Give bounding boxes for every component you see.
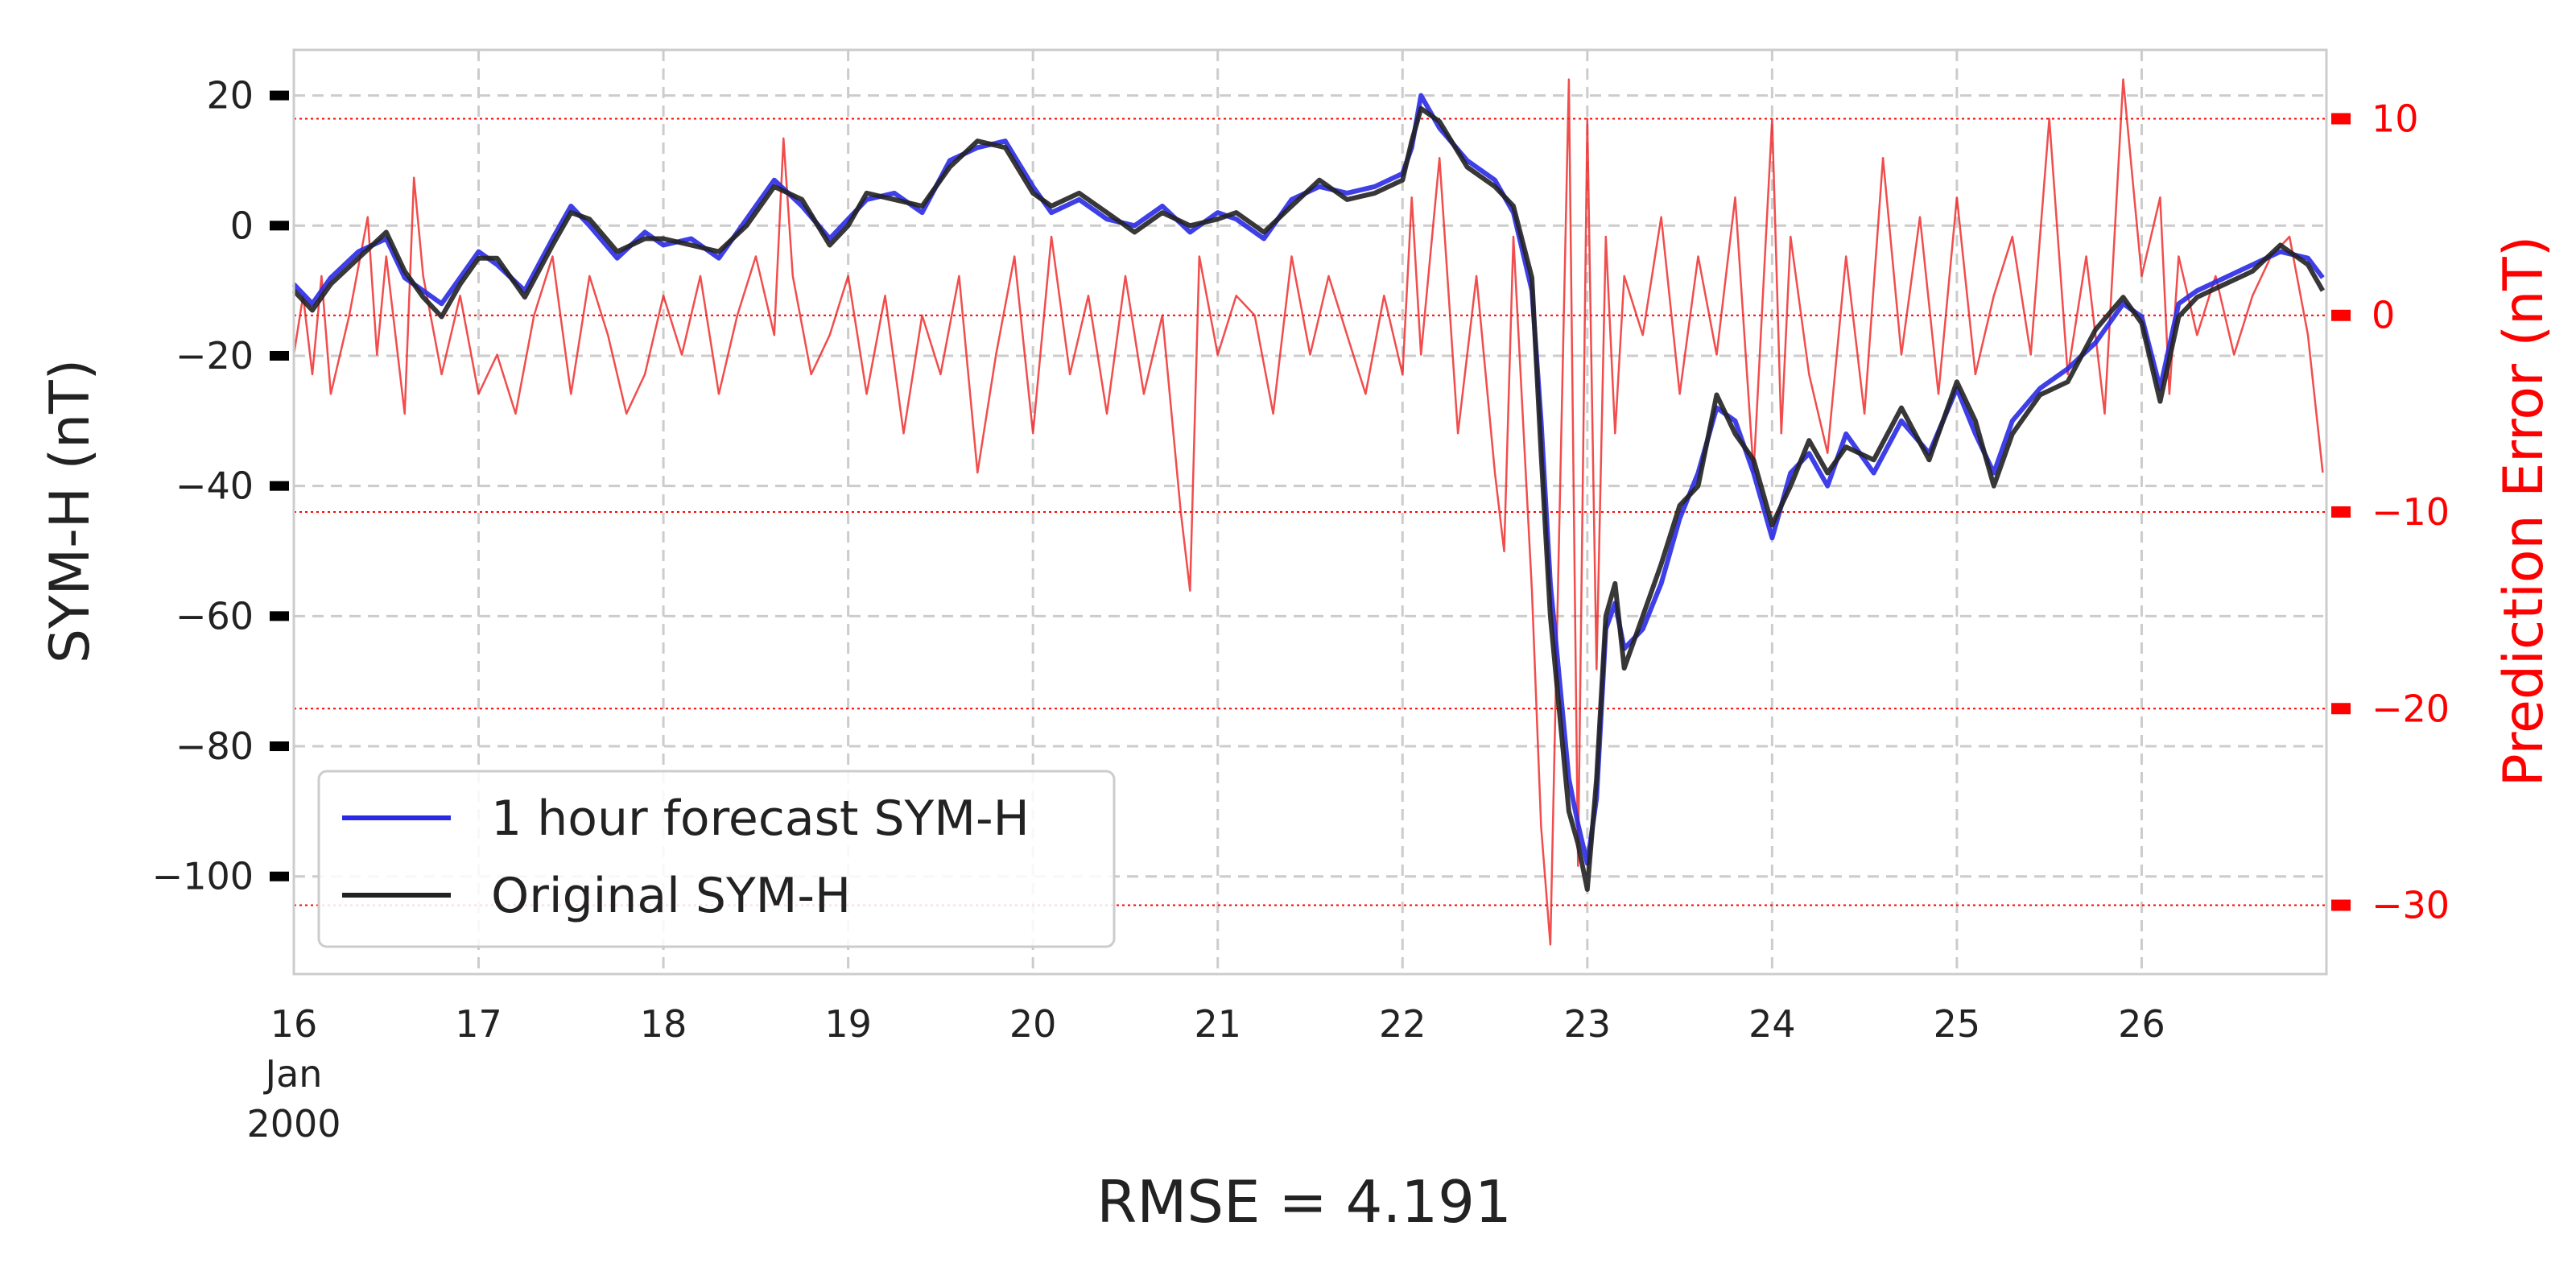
y-left-tick-mark: [270, 350, 289, 361]
legend-label-original: Original SYM-H: [491, 868, 851, 924]
y-left-tick-mark: [270, 871, 289, 881]
y-left-tick-mark: [270, 611, 289, 621]
x-tick-label: 16: [270, 1002, 318, 1046]
y-right-tick-label: −10: [2372, 490, 2450, 534]
x-tick-label: 24: [1748, 1002, 1796, 1046]
y-axis-left-label: SYM-H (nT): [39, 359, 102, 663]
legend-label-forecast: 1 hour forecast SYM-H: [491, 791, 1030, 847]
y-left-tick-label: −40: [175, 464, 254, 508]
x-tick-label: 19: [824, 1002, 872, 1046]
x-axis-label: RMSE = 4.191: [1096, 1168, 1512, 1236]
right-axis-reference-lines: [294, 118, 2326, 906]
axis-layer: 16 Jan 2000 17 18 19 20 21 22 23 24 25 26 20 0 −20 −40 −6…: [152, 74, 2450, 1146]
y-axis-right-label: Prediction Error (nT): [2492, 236, 2556, 786]
plot-frame: [292, 48, 2328, 976]
y-left-tick-label: −60: [175, 594, 254, 638]
x-tick-sublabel-month: Jan: [263, 1052, 323, 1096]
y-right-tick-label: 0: [2372, 294, 2395, 337]
series-line-original: [291, 105, 2326, 892]
legend-box: [317, 770, 1116, 948]
x-tick-label: 17: [455, 1002, 502, 1046]
y-left-tick-mark: [270, 90, 289, 101]
y-right-tick-mark: [2331, 703, 2351, 715]
y-right-tick-mark: [2331, 309, 2351, 321]
y-right-tick-label: 10: [2372, 97, 2419, 140]
y-right-tick-mark: [2331, 899, 2351, 911]
x-tick-label: 26: [2118, 1002, 2165, 1046]
y-left-tick-mark: [270, 221, 289, 231]
legend: 1 hour forecast SYM-H Original SYM-H: [317, 770, 1116, 948]
x-tick-label: 22: [1379, 1002, 1426, 1046]
series-line-prediction-error: [292, 78, 2324, 946]
y-left-tick-label: −80: [175, 724, 254, 768]
y-right-tick-mark: [2331, 113, 2351, 125]
y-left-tick-label: −20: [175, 334, 254, 378]
x-tick-label: 23: [1564, 1002, 1612, 1046]
x-tick-label: 18: [640, 1002, 687, 1046]
y-left-tick-mark: [270, 481, 289, 491]
y-right-tick-mark: [2331, 506, 2351, 518]
x-tick-label: 21: [1194, 1002, 1241, 1046]
x-tick-sublabel-year: 2000: [246, 1102, 341, 1146]
y-right-tick-label: −20: [2372, 687, 2450, 730]
x-tick-label: 20: [1009, 1002, 1057, 1046]
series-line-forecast: [291, 93, 2325, 866]
y-left-tick-mark: [270, 741, 289, 752]
y-left-tick-label: 0: [230, 204, 254, 247]
x-tick-label: 25: [1934, 1002, 1981, 1046]
y-left-tick-label: −100: [152, 855, 254, 898]
y-left-tick-label: 20: [206, 74, 254, 118]
y-right-tick-label: −30: [2372, 884, 2450, 927]
series-layer: [291, 78, 2326, 946]
